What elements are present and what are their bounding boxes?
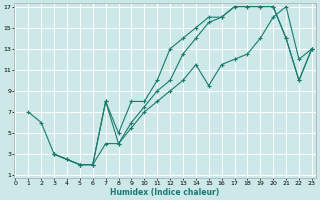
X-axis label: Humidex (Indice chaleur): Humidex (Indice chaleur) [110,188,220,197]
